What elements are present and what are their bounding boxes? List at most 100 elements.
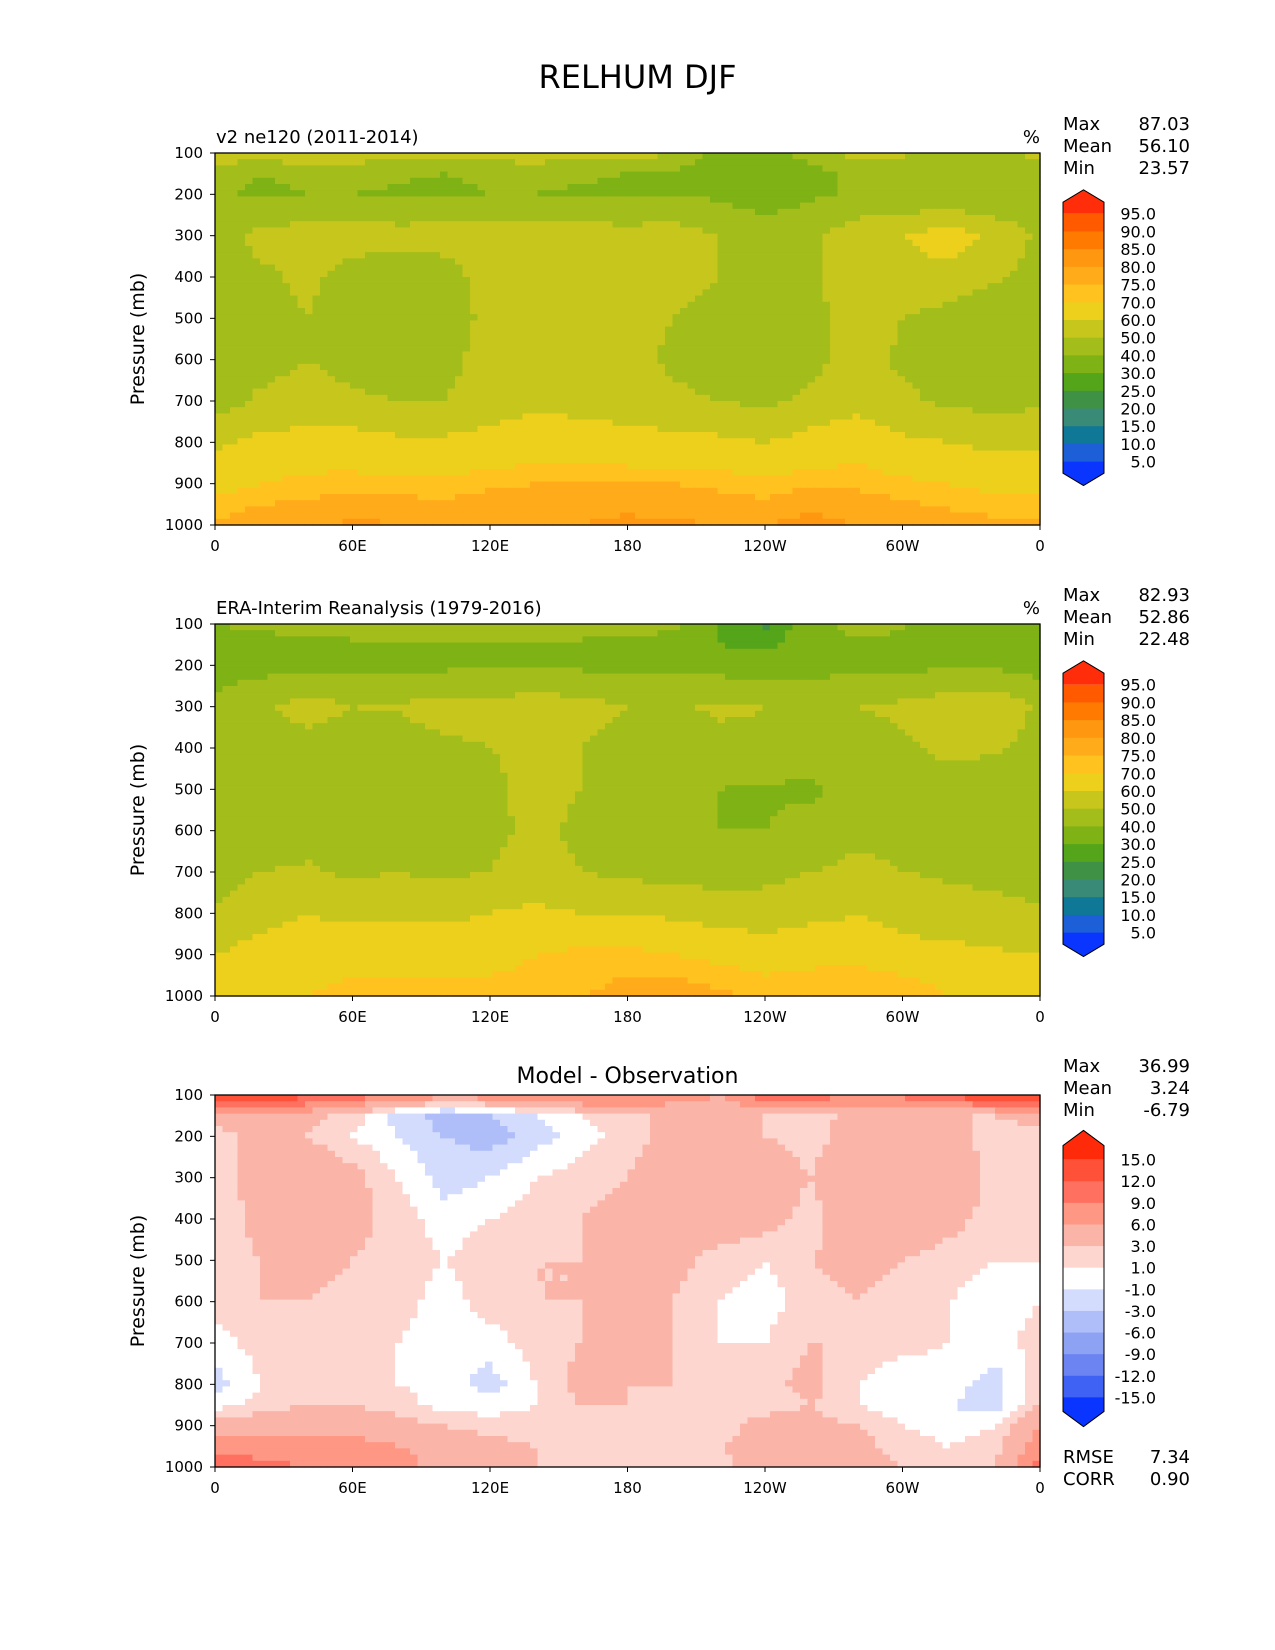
field-cell	[560, 345, 568, 352]
field-cell	[515, 252, 523, 259]
field-cell	[395, 265, 403, 272]
field-cell	[485, 296, 493, 303]
field-cell	[770, 234, 778, 241]
field-cell	[230, 252, 238, 259]
field-cell	[695, 265, 703, 272]
field-cell	[605, 246, 613, 253]
field-cell	[373, 271, 381, 278]
field-cell	[245, 265, 253, 272]
field-cell	[688, 209, 696, 216]
field-cell	[680, 302, 688, 309]
field-cell	[395, 382, 403, 389]
field-cell	[808, 227, 816, 234]
field-cell	[973, 364, 981, 371]
field-cell	[778, 345, 786, 352]
field-cell	[793, 302, 801, 309]
field-cell	[268, 302, 276, 309]
field-cell	[485, 215, 493, 222]
field-cell	[553, 234, 561, 241]
field-cell	[545, 320, 553, 327]
field-cell	[718, 289, 726, 296]
field-cell	[448, 196, 456, 203]
field-cell	[395, 203, 403, 210]
field-cell	[740, 401, 748, 408]
field-cell	[283, 165, 291, 172]
field-cell	[343, 432, 351, 439]
field-cell	[590, 413, 598, 420]
field-cell	[1025, 159, 1033, 166]
field-cell	[1010, 389, 1018, 396]
field-cell	[410, 258, 418, 265]
field-cell	[575, 265, 583, 272]
field-cell	[253, 364, 261, 371]
field-cell	[290, 351, 298, 358]
field-cell	[665, 289, 673, 296]
field-cell	[358, 246, 366, 253]
field-cell	[710, 407, 718, 414]
field-cell	[463, 283, 471, 290]
field-cell	[290, 165, 298, 172]
field-cell	[995, 327, 1003, 334]
field-cell	[253, 289, 261, 296]
field-cell	[283, 196, 291, 203]
field-cell	[320, 172, 328, 179]
field-cell	[508, 345, 516, 352]
field-cell	[290, 389, 298, 396]
field-cell	[545, 277, 553, 284]
field-cell	[680, 296, 688, 303]
field-cell	[920, 172, 928, 179]
field-cell	[223, 271, 231, 278]
field-cell	[755, 382, 763, 389]
field-cell	[350, 302, 358, 309]
field-cell	[718, 320, 726, 327]
field-cell	[440, 184, 448, 191]
field-cell	[223, 345, 231, 352]
field-cell	[710, 246, 718, 253]
field-cell	[643, 240, 651, 247]
field-cell	[463, 178, 471, 185]
field-cell	[575, 277, 583, 284]
field-cell	[748, 215, 756, 222]
field-cell	[395, 159, 403, 166]
field-cell	[778, 314, 786, 321]
field-cell	[418, 382, 426, 389]
field-cell	[560, 296, 568, 303]
field-cell	[268, 184, 276, 191]
field-cell	[238, 333, 246, 340]
field-cell	[785, 413, 793, 420]
field-cell	[913, 345, 921, 352]
field-cell	[350, 215, 358, 222]
field-cell	[733, 420, 741, 427]
field-cell	[508, 240, 516, 247]
field-cell	[883, 252, 891, 259]
field-cell	[575, 184, 583, 191]
field-cell	[403, 351, 411, 358]
field-cell	[583, 382, 591, 389]
field-cell	[883, 246, 891, 253]
field-cell	[793, 265, 801, 272]
field-cell	[440, 221, 448, 228]
field-cell	[620, 283, 628, 290]
field-cell	[388, 265, 396, 272]
field-cell	[943, 258, 951, 265]
field-cell	[695, 227, 703, 234]
field-cell	[328, 184, 336, 191]
field-cell	[455, 314, 463, 321]
field-cell	[568, 209, 576, 216]
field-cell	[688, 184, 696, 191]
field-cell	[950, 203, 958, 210]
field-cell	[575, 413, 583, 420]
field-cell	[238, 401, 246, 408]
field-cell	[718, 271, 726, 278]
field-cell	[770, 364, 778, 371]
field-cell	[973, 351, 981, 358]
field-cell	[448, 296, 456, 303]
field-cell	[493, 401, 501, 408]
field-cell	[665, 246, 673, 253]
field-cell	[650, 265, 658, 272]
field-cell	[725, 389, 733, 396]
field-cell	[365, 420, 373, 427]
field-cell	[988, 227, 996, 234]
field-cell	[538, 358, 546, 365]
field-cell	[965, 413, 973, 420]
